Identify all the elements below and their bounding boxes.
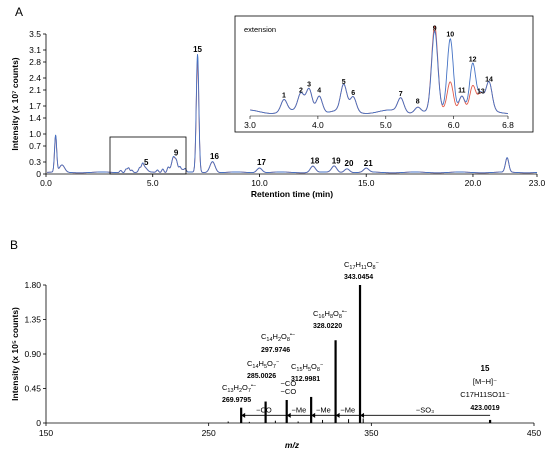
precursor-compound: 15: [481, 364, 490, 373]
loss-me-1-label: −Me: [340, 405, 355, 414]
panel-a-label: A: [15, 5, 23, 19]
y-tick-label: 2.4: [29, 73, 41, 83]
inset-peak-label-9: 9: [433, 26, 437, 33]
peak-label-17: 17: [257, 158, 266, 167]
y-tick-label: 0.45: [24, 384, 41, 394]
x-tick-label: 0.0: [40, 178, 52, 188]
inset-x-tick-label: 4.0: [312, 120, 324, 130]
panel-b-y-label: Intensity (x 10⁵ counts): [10, 307, 20, 401]
inset-x-tick-label: 5.0: [380, 120, 392, 130]
loss-me-2-head: [311, 412, 316, 418]
y-tick-label: 1.7: [29, 101, 41, 111]
inset-peak-label-4: 4: [317, 88, 321, 95]
loss-me-3-head: [286, 412, 291, 418]
y-tick-label: 0.3: [29, 157, 41, 167]
peak-label-5: 5: [144, 158, 149, 167]
y-tick-label: 1.80: [24, 280, 41, 290]
y-tick-label: 1.35: [24, 315, 41, 325]
y-tick-label: 0.90: [24, 349, 41, 359]
panel-a-x-label: Retention time (min): [251, 189, 333, 199]
x-tick-label: 15.0: [358, 178, 375, 188]
inset-peak-label-13: 13: [477, 88, 485, 95]
ion-mass-298: 297.9746: [261, 347, 290, 354]
inset-peak-label-14: 14: [485, 76, 493, 83]
x-tick-label: 350: [364, 428, 378, 438]
y-tick-label: 3.1: [29, 45, 41, 55]
peak-label-21: 21: [364, 159, 373, 168]
peak-label-16: 16: [210, 152, 219, 161]
panel-a-y-label: Intensity (x 10⁷ counts): [10, 57, 20, 150]
x-tick-label: 450: [527, 428, 541, 438]
peak-label-20: 20: [345, 159, 354, 168]
x-tick-label: 10.0: [251, 178, 268, 188]
panel-a-chart: 0 0.3 0.7 1.0 1.4 1.7 2.1 2.4 2.8 3.1 3.5 0.0 5.0 10…: [10, 15, 546, 199]
inset-title: extension: [244, 25, 276, 34]
loss-arrows: −SO₃−Me−Me−Me−CO−CO−CO: [241, 379, 491, 418]
precursor-ion: [M−H]⁻: [473, 377, 497, 386]
ion-formula-343: C17H11O8−: [344, 260, 379, 271]
y-tick-label: 1.0: [29, 129, 41, 139]
peak-label-9: 9: [174, 149, 179, 158]
ion-formula-328: C16H8O8•−: [313, 309, 347, 320]
precursor-formula: C17H11SO11⁻: [460, 390, 510, 399]
loss-co-1-label: −CO: [281, 379, 297, 388]
y-tick-label: 1.4: [29, 113, 41, 123]
ion-formula-298: C14H2O8•−: [261, 332, 295, 343]
loss-me-2-label: −Me: [316, 405, 331, 414]
inset-peak-label-11: 11: [458, 88, 466, 95]
y-tick-label: 0.7: [29, 141, 41, 151]
ion-mass-285: 285.0026: [247, 373, 276, 380]
loss-co-me-label: −CO: [256, 405, 272, 414]
loss-so3-head: [360, 412, 365, 418]
y-tick-label: 2.8: [29, 57, 41, 67]
inset-peak-label-6: 6: [351, 90, 355, 97]
zoom-region-box: [109, 136, 187, 175]
loss-me-1-head: [335, 412, 340, 418]
inset-peak-label-5: 5: [342, 79, 346, 86]
panel-b-x-label: m/z: [285, 440, 300, 450]
ion-formula-313: C15H5O8−: [291, 362, 323, 373]
inset-peak-label-8: 8: [416, 99, 420, 106]
ion-formula-270: C13H2O7•−: [222, 383, 256, 394]
peak-label-15: 15: [193, 45, 202, 54]
inset-frame: [234, 15, 534, 133]
inset-peak-label-10: 10: [446, 32, 454, 39]
y-tick-label: 0: [36, 169, 41, 179]
inset-trace-series-a: [250, 30, 508, 114]
inset-peak-label-7: 7: [399, 91, 403, 98]
ion-formula-285: C14H5O7−: [247, 359, 279, 370]
precursor-mass: 423.0019: [470, 405, 499, 412]
trace-series-a: [47, 54, 538, 174]
ion-mass-328: 328.0220: [313, 323, 342, 330]
inset-peak-label-3: 3: [307, 81, 311, 88]
panel-b-chart: 0 0.45 0.90 1.35 1.80 150 250 350 450 m/z Inten…: [10, 260, 541, 450]
ion-mass-343: 343.0454: [344, 274, 373, 281]
x-tick-label: 23.0: [529, 178, 546, 188]
ion-mass-270: 269.9795: [222, 397, 251, 404]
y-tick-label: 0: [36, 418, 41, 428]
inset-peak-label-2: 2: [299, 88, 303, 95]
loss-me-3-label: −Me: [292, 405, 307, 414]
panel-b-label: B: [10, 238, 18, 252]
peak-label-18: 18: [310, 157, 319, 166]
ion-mass-313: 312.9981: [291, 376, 320, 383]
inset-x-tick-label: 3.0: [244, 120, 256, 130]
inset-peak-label-1: 1: [282, 93, 286, 100]
inset-peak-label-12: 12: [469, 57, 477, 64]
x-tick-label: 5.0: [147, 178, 159, 188]
y-tick-label: 3.5: [29, 29, 41, 39]
y-tick-label: 2.1: [29, 85, 41, 95]
inset-x-tick-label: 6.0: [448, 120, 460, 130]
x-tick-label: 250: [202, 428, 216, 438]
loss-co-2-label: −CO: [281, 387, 297, 396]
x-tick-label: 150: [39, 428, 53, 438]
inset-x-tick-label: 6.8: [502, 120, 514, 130]
loss-so3-label: −SO₃: [416, 405, 434, 414]
peak-label-19: 19: [332, 157, 341, 166]
x-tick-label: 20.0: [465, 178, 482, 188]
loss-co-me-head: [241, 412, 246, 418]
